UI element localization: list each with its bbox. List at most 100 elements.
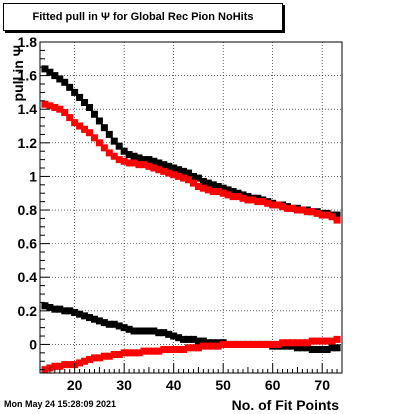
- data-point: [165, 345, 173, 353]
- data-point: [120, 147, 128, 155]
- data-point: [209, 181, 217, 189]
- data-point: [105, 149, 113, 157]
- data-point: [328, 213, 336, 221]
- data-point: [90, 134, 98, 142]
- data-point: [135, 154, 143, 162]
- series-2: [41, 100, 341, 224]
- data-point: [95, 117, 103, 125]
- x-tick-label: 40: [166, 377, 182, 393]
- data-point: [298, 339, 306, 347]
- series-1: [41, 65, 341, 219]
- data-point: [81, 357, 89, 365]
- data-point: [66, 307, 74, 315]
- data-point: [175, 345, 183, 353]
- data-point: [274, 340, 282, 348]
- data-point: [105, 130, 113, 138]
- data-point: [100, 319, 108, 327]
- data-point: [145, 327, 153, 335]
- data-point: [76, 310, 84, 318]
- data-point: [41, 302, 49, 310]
- data-point: [224, 340, 232, 348]
- data-point: [71, 309, 79, 317]
- data-point: [214, 342, 222, 350]
- y-tick-label: 1.8: [18, 34, 38, 50]
- data-point: [155, 166, 163, 174]
- data-point: [100, 124, 108, 132]
- data-point: [110, 152, 118, 160]
- data-point: [224, 186, 232, 194]
- data-point: [279, 339, 287, 347]
- data-point: [125, 349, 133, 357]
- data-point: [110, 320, 118, 328]
- data-point: [81, 125, 89, 133]
- data-point: [209, 188, 217, 196]
- data-point: [165, 330, 173, 338]
- data-point: [81, 98, 89, 106]
- data-point: [51, 104, 59, 112]
- data-point: [175, 172, 183, 180]
- data-point: [46, 68, 54, 76]
- data-point: [194, 344, 202, 352]
- data-point: [244, 196, 252, 204]
- data-point: [51, 72, 59, 80]
- data-point: [145, 156, 153, 164]
- x-tick-label: 50: [215, 377, 231, 393]
- x-tick-label: 60: [265, 377, 281, 393]
- data-point: [76, 93, 84, 101]
- data-point: [86, 356, 94, 364]
- data-point: [66, 114, 74, 122]
- data-point: [95, 139, 103, 147]
- data-point: [313, 337, 321, 345]
- data-point: [209, 342, 217, 350]
- data-point: [239, 194, 247, 202]
- data-point: [66, 83, 74, 91]
- plot-frame: [39, 41, 343, 374]
- data-point: [56, 105, 64, 113]
- data-point: [61, 361, 69, 369]
- data-point: [308, 345, 316, 353]
- data-point: [175, 334, 183, 342]
- data-point: [214, 188, 222, 196]
- data-point: [120, 157, 128, 165]
- data-point: [194, 337, 202, 345]
- data-point: [150, 327, 158, 335]
- data-point: [229, 340, 237, 348]
- data-point: [81, 312, 89, 320]
- data-point: [160, 167, 168, 175]
- data-point: [189, 344, 197, 352]
- data-point: [185, 344, 193, 352]
- data-point: [298, 206, 306, 214]
- data-point: [219, 340, 227, 348]
- data-point: [264, 340, 272, 348]
- y-tick-label: 0.6: [18, 236, 38, 252]
- data-point: [130, 152, 138, 160]
- data-point: [100, 144, 108, 152]
- data-point: [303, 344, 311, 352]
- data-point: [115, 351, 123, 359]
- data-point: [86, 129, 94, 137]
- data-point: [110, 351, 118, 359]
- data-point: [274, 201, 282, 209]
- data-point: [303, 339, 311, 347]
- data-point: [51, 362, 59, 370]
- x-tick-label: 70: [314, 377, 330, 393]
- data-point: [284, 339, 292, 347]
- data-point: [259, 198, 267, 206]
- ticks: 20 30 40 50 60 70 0 0.2 0.4 0.6 0.8 1 1.2 1.4 1.6 1.8: [18, 34, 343, 393]
- data-point: [175, 166, 183, 174]
- x-axis-label: No. of Fit Points: [232, 397, 340, 413]
- data-point: [293, 344, 301, 352]
- data-point: [189, 172, 197, 180]
- data-point: [170, 332, 178, 340]
- data-point: [194, 182, 202, 190]
- data-point: [165, 169, 173, 177]
- data-point: [333, 216, 341, 224]
- y-tick-label: 0.8: [18, 202, 38, 218]
- data-series: [41, 65, 341, 374]
- data-point: [204, 342, 212, 350]
- data-point: [318, 337, 326, 345]
- data-point: [318, 211, 326, 219]
- data-point: [76, 359, 84, 367]
- data-point: [185, 176, 193, 184]
